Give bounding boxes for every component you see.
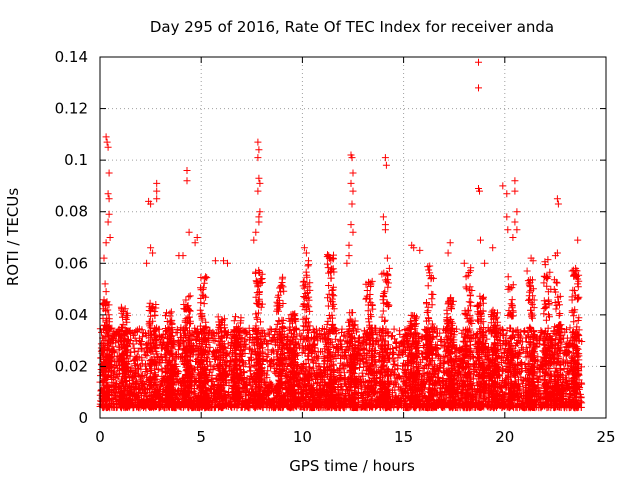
x-axis-label: GPS time / hours [289,457,415,475]
x-tick-label: 10 [293,428,312,446]
roti-markers [96,58,586,412]
y-tick-label: 0.08 [55,203,88,221]
x-tick-label: 0 [95,428,105,446]
x-tick-label: 25 [596,428,615,446]
y-tick-label: 0.02 [55,357,88,375]
data-points [96,58,586,412]
y-tick-label: 0.12 [55,100,88,118]
x-tick-label: 5 [196,428,206,446]
y-tick-label: 0 [78,409,88,427]
x-tick-label: 20 [495,428,514,446]
y-tick-label: 0.06 [55,254,88,272]
chart-title: Day 295 of 2016, Rate Of TEC Index for r… [150,18,554,36]
y-tick-label: 0.04 [55,306,88,324]
plot-frame [99,56,607,419]
axis-ticks: 0 5 10 15 20 25 0 0.02 0.04 0.06 0.08 0.1 0.12 0.14 [55,48,616,446]
y-axis-label: ROTI / TECUs [4,188,22,286]
y-tick-label: 0.1 [64,151,88,169]
x-tick-label: 15 [394,428,413,446]
y-tick-label: 0.14 [55,48,88,66]
